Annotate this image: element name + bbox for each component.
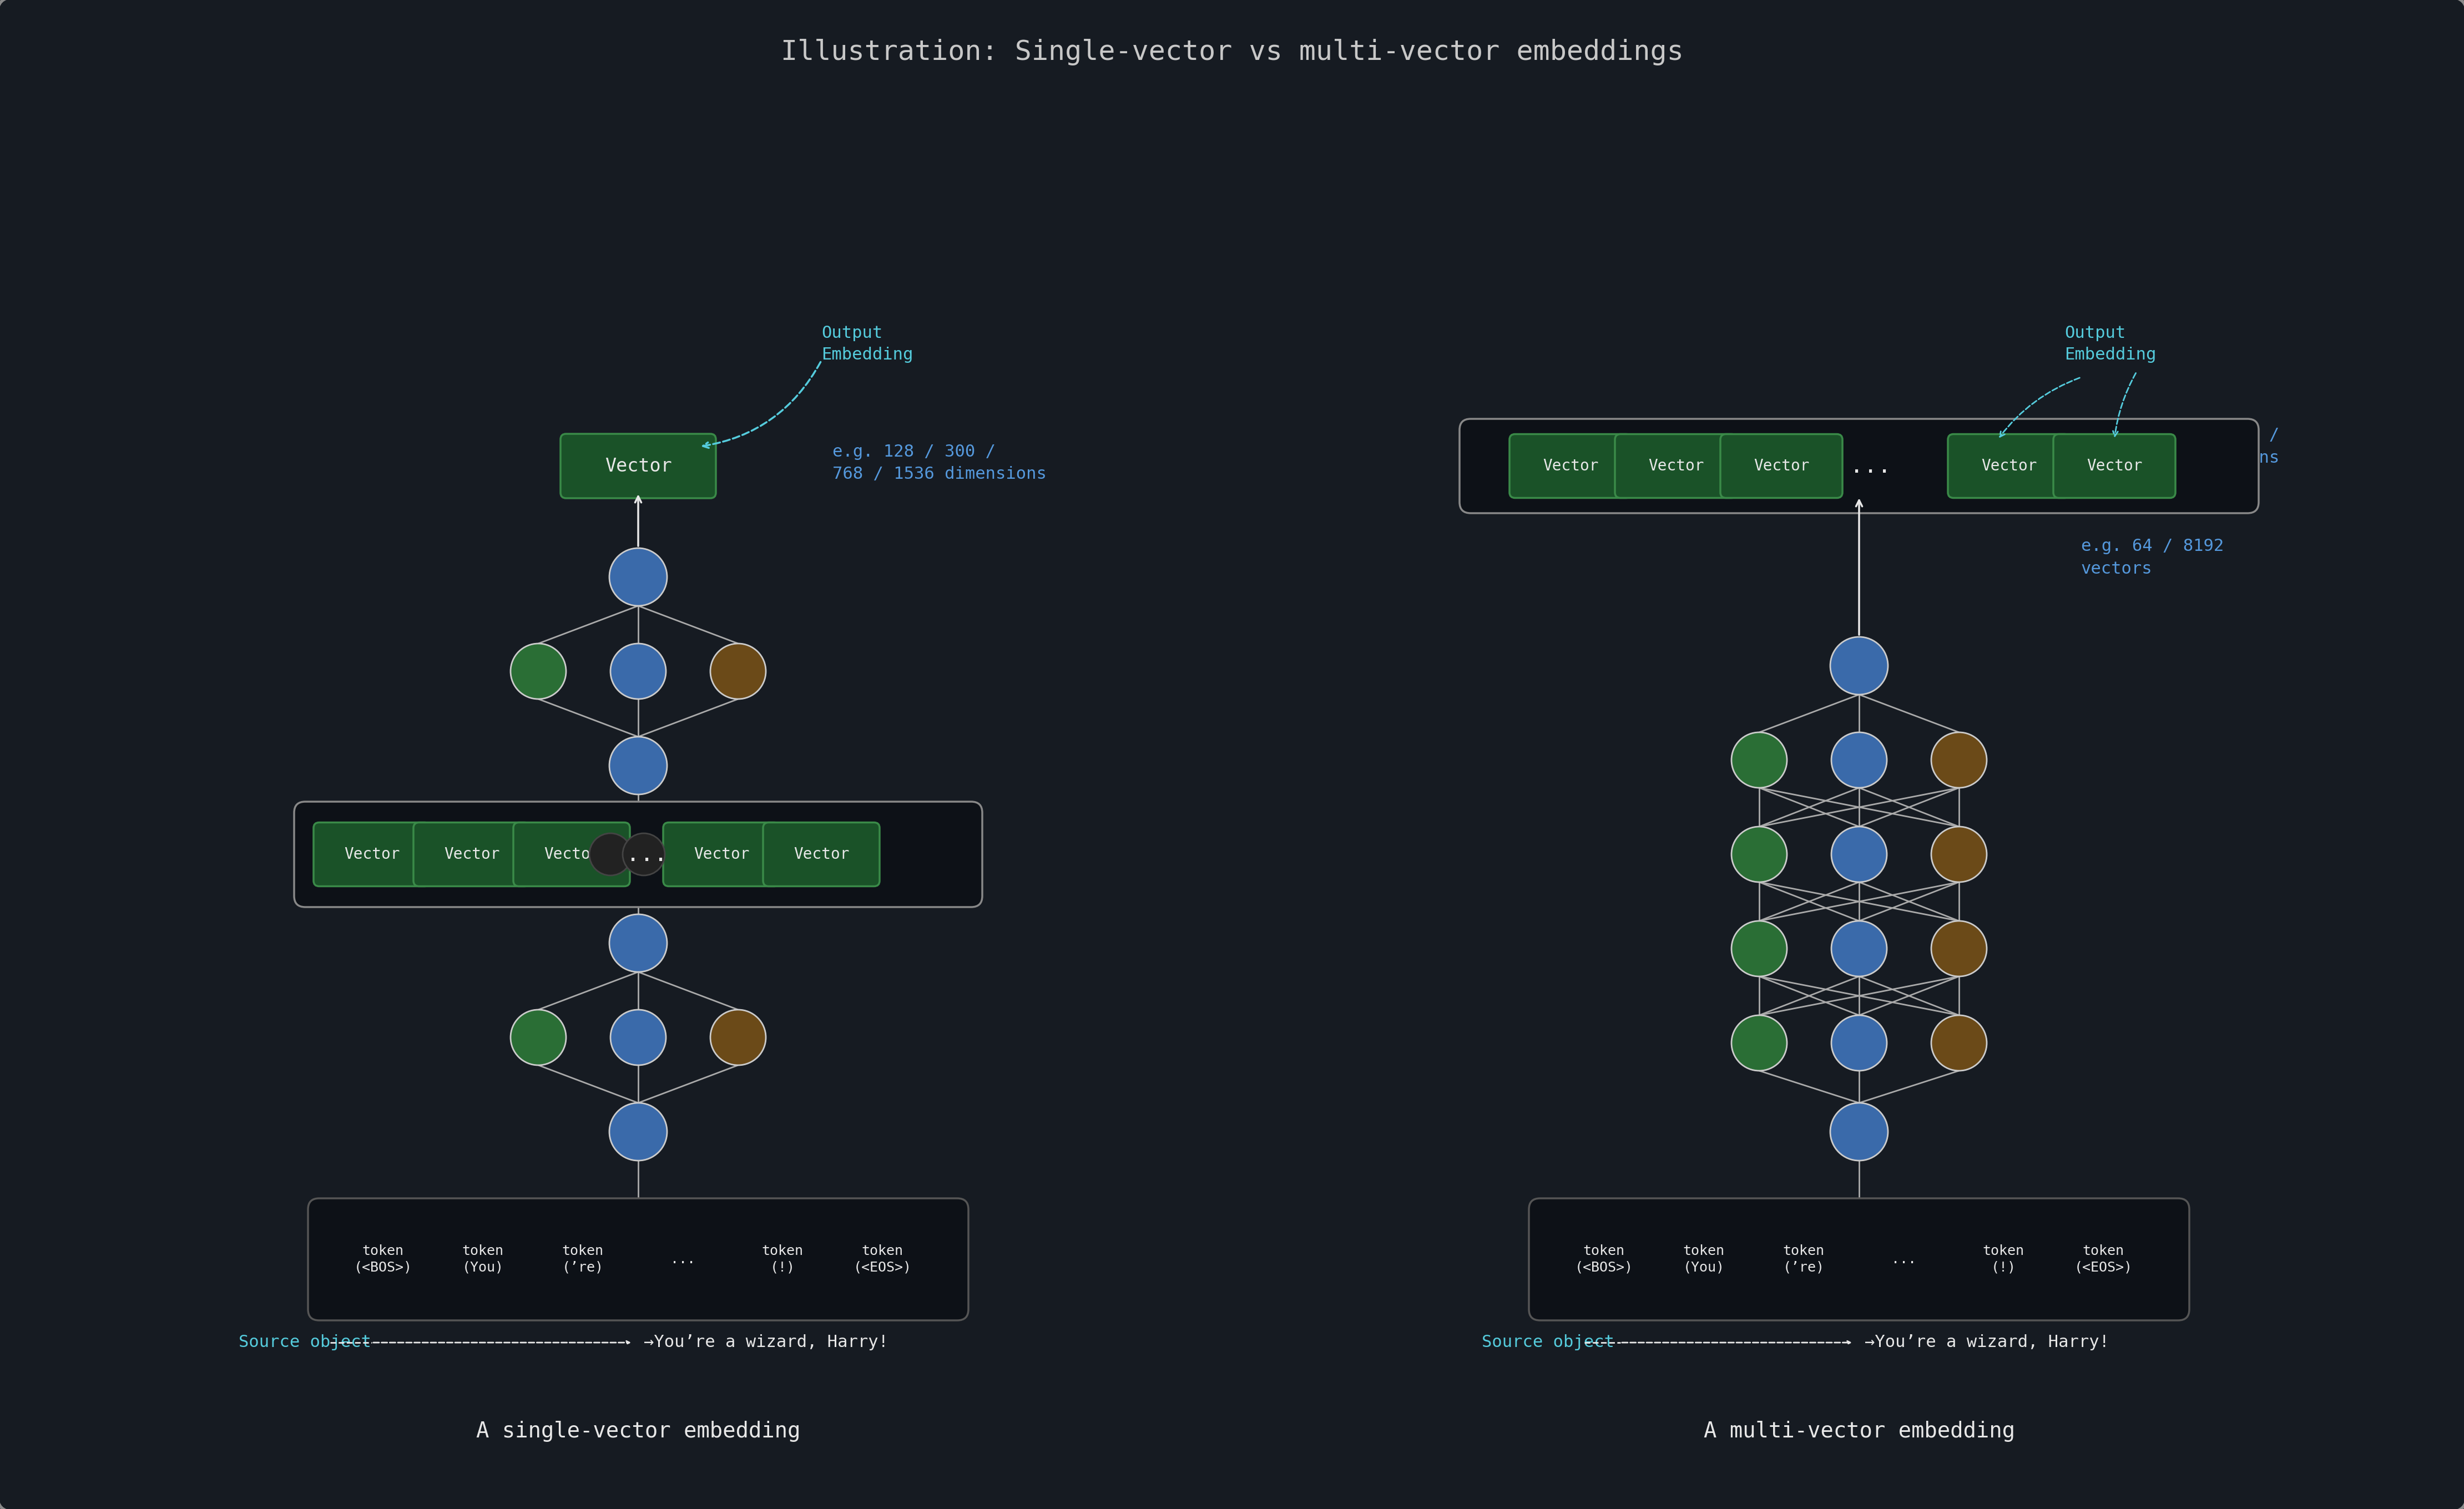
Circle shape xyxy=(1831,637,1887,694)
Text: Source object: Source object xyxy=(239,1334,372,1351)
Text: Illustration: Single-vector vs multi-vector embeddings: Illustration: Single-vector vs multi-vec… xyxy=(781,39,1683,65)
Text: Vector: Vector xyxy=(1648,459,1703,474)
Text: token
(You): token (You) xyxy=(1683,1245,1725,1274)
Text: →You’re a wizard, Harry!: →You’re a wizard, Harry! xyxy=(643,1334,890,1351)
Text: token
(’re): token (’re) xyxy=(562,1245,604,1274)
FancyBboxPatch shape xyxy=(1528,1198,2190,1320)
Text: Vector: Vector xyxy=(1981,459,2038,474)
Text: A single-vector embedding: A single-vector embedding xyxy=(476,1421,801,1443)
Circle shape xyxy=(609,1103,668,1160)
Text: Vector: Vector xyxy=(444,847,500,862)
Text: ...: ... xyxy=(1850,454,1890,478)
Text: Vector: Vector xyxy=(793,847,850,862)
Text: e.g. 128 / 300 /
768 / 1536 dimensions: e.g. 128 / 300 / 768 / 1536 dimensions xyxy=(833,444,1047,483)
FancyBboxPatch shape xyxy=(293,801,983,907)
FancyBboxPatch shape xyxy=(2053,435,2176,498)
Circle shape xyxy=(710,643,766,699)
Circle shape xyxy=(589,833,631,875)
Circle shape xyxy=(1932,732,1986,788)
Circle shape xyxy=(611,643,665,699)
FancyBboxPatch shape xyxy=(559,435,717,498)
Text: Output
Embedding: Output Embedding xyxy=(821,326,914,362)
Text: token
(<EOS>): token (<EOS>) xyxy=(2075,1245,2131,1274)
Circle shape xyxy=(510,643,567,699)
FancyBboxPatch shape xyxy=(1720,435,1843,498)
Circle shape xyxy=(1732,920,1786,976)
Text: Vector: Vector xyxy=(2087,459,2141,474)
Text: Output
Embedding: Output Embedding xyxy=(2065,326,2156,362)
FancyBboxPatch shape xyxy=(513,822,631,886)
Circle shape xyxy=(1932,827,1986,883)
Circle shape xyxy=(1732,1016,1786,1071)
FancyBboxPatch shape xyxy=(663,822,779,886)
Text: →You’re a wizard, Harry!: →You’re a wizard, Harry! xyxy=(1865,1334,2109,1351)
Text: Vector: Vector xyxy=(545,847,599,862)
Text: e.g. 64 / 96 /
128 dimensions: e.g. 64 / 96 / 128 dimensions xyxy=(2136,427,2279,466)
Text: ...: ... xyxy=(1890,1252,1917,1266)
FancyBboxPatch shape xyxy=(313,822,431,886)
FancyBboxPatch shape xyxy=(414,822,530,886)
Text: Vector: Vector xyxy=(1542,459,1599,474)
Circle shape xyxy=(609,914,668,972)
Text: token
(You): token (You) xyxy=(463,1245,503,1274)
Circle shape xyxy=(1831,732,1887,788)
Text: Vector: Vector xyxy=(692,847,749,862)
Circle shape xyxy=(1932,920,1986,976)
Text: token
(<BOS>): token (<BOS>) xyxy=(1574,1245,1634,1274)
Circle shape xyxy=(611,1010,665,1065)
Circle shape xyxy=(1831,1103,1887,1160)
Circle shape xyxy=(1732,732,1786,788)
Text: token
(<EOS>): token (<EOS>) xyxy=(853,1245,912,1274)
FancyBboxPatch shape xyxy=(1949,435,2070,498)
Circle shape xyxy=(1932,1016,1986,1071)
Text: e.g. 64 / 8192
vectors: e.g. 64 / 8192 vectors xyxy=(2082,539,2225,576)
Circle shape xyxy=(1831,1016,1887,1071)
Text: token
(!): token (!) xyxy=(1984,1245,2025,1274)
FancyBboxPatch shape xyxy=(1510,435,1631,498)
FancyBboxPatch shape xyxy=(1614,435,1737,498)
Text: Source object: Source object xyxy=(1481,1334,1614,1351)
Circle shape xyxy=(623,833,665,875)
Circle shape xyxy=(609,736,668,794)
Circle shape xyxy=(1831,827,1887,883)
Text: ...: ... xyxy=(670,1252,695,1266)
Text: Vector: Vector xyxy=(1754,459,1809,474)
Circle shape xyxy=(609,548,668,605)
Circle shape xyxy=(510,1010,567,1065)
Text: Vector: Vector xyxy=(604,457,673,475)
Circle shape xyxy=(1831,920,1887,976)
Text: ...: ... xyxy=(626,842,668,866)
Text: A multi-vector embedding: A multi-vector embedding xyxy=(1703,1421,2016,1443)
Circle shape xyxy=(710,1010,766,1065)
FancyBboxPatch shape xyxy=(308,1198,968,1320)
Text: Vector: Vector xyxy=(345,847,399,862)
Circle shape xyxy=(1732,827,1786,883)
Text: token
(!): token (!) xyxy=(761,1245,803,1274)
FancyBboxPatch shape xyxy=(1459,420,2259,513)
FancyBboxPatch shape xyxy=(764,822,880,886)
Text: token
(<BOS>): token (<BOS>) xyxy=(355,1245,411,1274)
Text: token
(’re): token (’re) xyxy=(1784,1245,1823,1274)
